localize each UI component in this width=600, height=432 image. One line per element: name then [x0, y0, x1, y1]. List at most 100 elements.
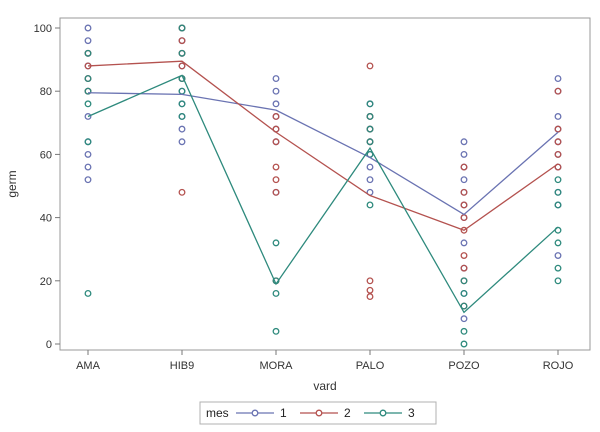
- series-line-1: [87, 92, 559, 216]
- data-point: [84, 75, 92, 83]
- data-point: [366, 62, 374, 70]
- data-point: [460, 252, 468, 259]
- data-point: [84, 49, 92, 57]
- data-point: [178, 87, 186, 95]
- data-point: [272, 289, 280, 297]
- data-point: [460, 315, 468, 323]
- data-point: [460, 327, 468, 335]
- x-tick-label: AMA: [76, 360, 101, 372]
- data-point: [272, 327, 280, 335]
- y-tick-label: 80: [40, 86, 52, 98]
- data-point: [84, 37, 92, 45]
- data-point: [554, 264, 562, 272]
- data-point: [366, 201, 374, 209]
- data-point: [84, 289, 92, 297]
- data-point: [178, 188, 186, 196]
- legend-entry-2: 2: [344, 406, 351, 420]
- data-point: [554, 138, 562, 146]
- data-point: [460, 239, 468, 247]
- data-point: [366, 125, 374, 133]
- data-point: [84, 24, 92, 32]
- data-point: [84, 176, 92, 184]
- data-point: [460, 214, 468, 222]
- y-tick-label: 40: [40, 213, 52, 225]
- data-point: [460, 201, 468, 209]
- series-line-3: [87, 74, 559, 314]
- data-point: [366, 176, 374, 184]
- x-tick-label: POZO: [448, 360, 480, 372]
- y-axis-label: germ: [5, 170, 19, 197]
- data-point: [272, 176, 280, 184]
- plot-frame: [59, 17, 591, 351]
- data-point: [178, 113, 186, 120]
- data-point: [554, 239, 562, 247]
- data-point: [84, 100, 92, 108]
- data-markers: [84, 24, 562, 348]
- data-point: [366, 286, 374, 294]
- data-point: [554, 201, 562, 209]
- data-point: [460, 163, 468, 171]
- data-point: [460, 150, 468, 158]
- data-point: [460, 302, 468, 310]
- data-point: [460, 138, 468, 146]
- data-point: [178, 62, 186, 70]
- legend-marker-3: [379, 409, 387, 417]
- x-tick-label: MORA: [260, 360, 294, 372]
- data-point: [460, 277, 468, 285]
- y-tick-label: 100: [34, 23, 52, 35]
- data-point: [366, 138, 374, 146]
- x-axis-label: vard: [313, 379, 336, 393]
- data-point: [178, 138, 186, 146]
- x-tick-label: PALO: [356, 360, 385, 372]
- data-point: [272, 113, 280, 120]
- data-point: [460, 176, 468, 184]
- data-point: [272, 188, 280, 196]
- data-point: [84, 87, 92, 95]
- data-point: [272, 75, 280, 83]
- y-tick-label: 20: [40, 276, 52, 288]
- data-point: [178, 49, 186, 57]
- data-point: [178, 37, 186, 45]
- data-point: [554, 125, 562, 133]
- data-point: [460, 289, 468, 297]
- data-point: [554, 252, 562, 259]
- y-tick-label: 60: [40, 149, 52, 161]
- data-point: [554, 277, 562, 285]
- data-point: [460, 340, 468, 348]
- data-point: [272, 87, 280, 95]
- data-point: [178, 24, 186, 32]
- x-tick-label: ROJO: [543, 360, 574, 372]
- mean-lines: [87, 60, 559, 314]
- data-point: [460, 264, 468, 272]
- data-point: [84, 163, 92, 171]
- data-point: [554, 75, 562, 83]
- data-point: [366, 293, 374, 301]
- data-point: [84, 113, 92, 120]
- y-tick-label: 0: [46, 339, 52, 351]
- legend-frame: [199, 401, 437, 425]
- data-point: [366, 113, 374, 120]
- data-point: [366, 100, 374, 108]
- y-axis: 0 20 40 60 80 100: [34, 23, 60, 351]
- data-point: [460, 226, 468, 234]
- data-point: [554, 150, 562, 158]
- legend-entry-1: 1: [280, 406, 287, 420]
- legend-marker-1: [251, 409, 259, 417]
- data-point: [272, 239, 280, 247]
- data-point: [366, 163, 374, 171]
- data-point: [460, 188, 468, 196]
- data-point: [272, 100, 280, 108]
- data-point: [178, 100, 186, 108]
- legend-title: mes: [206, 406, 229, 420]
- data-point: [84, 138, 92, 146]
- data-point: [554, 188, 562, 196]
- data-point: [272, 163, 280, 171]
- data-point: [554, 176, 562, 184]
- data-point: [366, 277, 374, 285]
- legend-entry-3: 3: [408, 406, 415, 420]
- legend: mes 1 2 3: [199, 401, 437, 425]
- data-point: [272, 138, 280, 146]
- data-point: [84, 150, 92, 158]
- legend-marker-2: [315, 409, 323, 417]
